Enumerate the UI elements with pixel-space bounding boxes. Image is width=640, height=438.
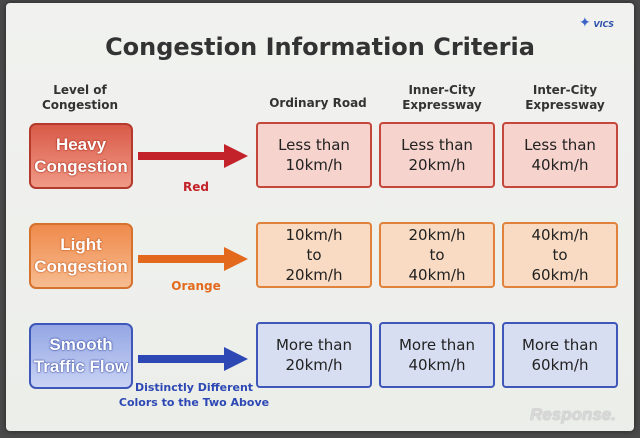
arrow-right-orange-icon: [138, 247, 248, 271]
response-watermark: Response.: [530, 405, 616, 424]
cell-light-inner: 20km/h to 40km/h: [379, 222, 495, 288]
color-label-orange: Orange: [171, 279, 221, 293]
arrow-right-red-icon: [138, 144, 248, 168]
logo-text: VICS: [593, 20, 614, 29]
vics-logo: ✦ VICS: [579, 15, 614, 31]
page-title: Congestion Information Criteria: [105, 33, 535, 61]
header-level: Level of Congestion: [41, 83, 119, 112]
arrow-right-blue-icon: [138, 347, 248, 371]
cell-heavy-inner: Less than 20km/h: [379, 122, 495, 188]
color-label-distinct: Distinctly Different Colors to the Two A…: [118, 381, 270, 409]
cell-heavy-inter: Less than 40km/h: [502, 122, 618, 188]
cell-light-ordinary: 10km/h to 20km/h: [256, 222, 372, 288]
color-label-red: Red: [183, 180, 209, 194]
cell-heavy-ordinary: Less than 10km/h: [256, 122, 372, 188]
level-smooth-traffic-flow: Smooth Traffic Flow: [29, 323, 133, 389]
level-light-congestion: Light Congestion: [29, 223, 133, 289]
level-heavy-congestion: Heavy Congestion: [29, 123, 133, 189]
header-inner-city-expressway: Inner-City Expressway: [402, 83, 482, 112]
criteria-board: ✦ VICS Congestion Information Criteria L…: [6, 3, 634, 431]
cell-smooth-inter: More than 60km/h: [502, 322, 618, 388]
header-ordinary-road: Ordinary Road: [269, 96, 367, 110]
cell-smooth-inner: More than 40km/h: [379, 322, 495, 388]
cell-smooth-ordinary: More than 20km/h: [256, 322, 372, 388]
header-inter-city-expressway: Inter-City Expressway: [525, 83, 605, 112]
cell-light-inter: 40km/h to 60km/h: [502, 222, 618, 288]
star-icon: ✦: [578, 15, 591, 31]
